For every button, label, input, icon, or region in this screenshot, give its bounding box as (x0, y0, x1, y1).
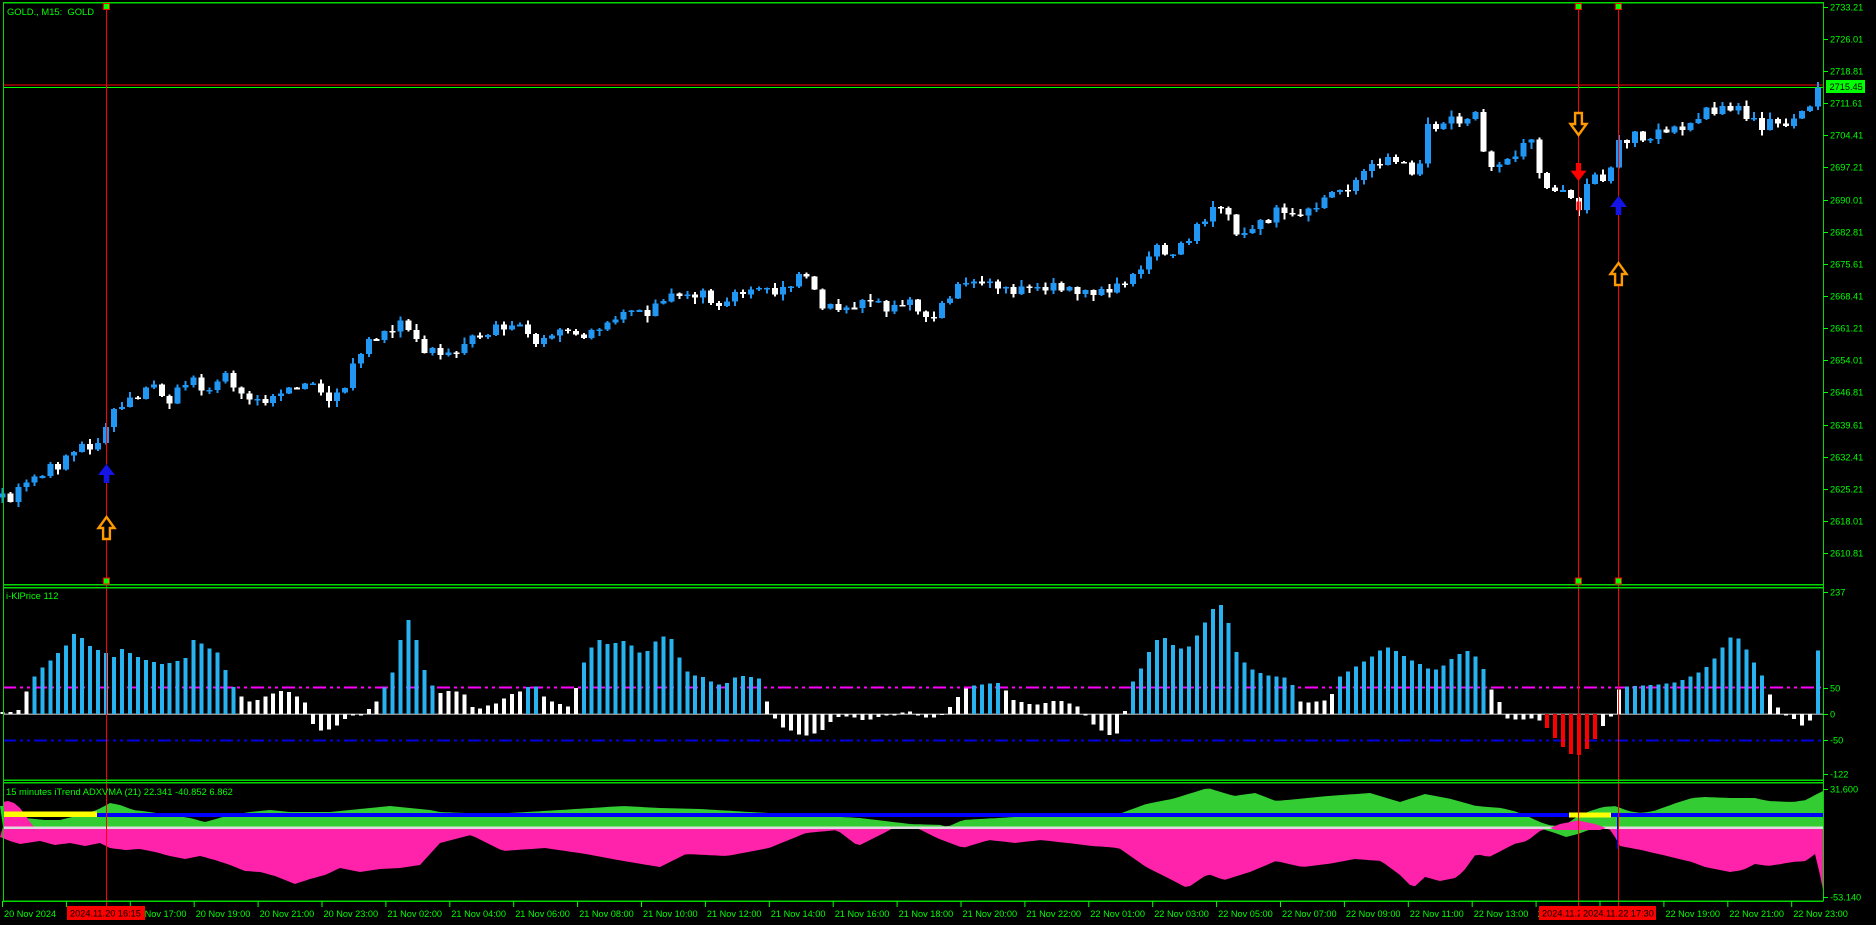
svg-text:2715.45: 2715.45 (1830, 82, 1863, 92)
svg-text:-122: -122 (1830, 770, 1848, 780)
svg-text:2704.41: 2704.41 (1830, 131, 1863, 141)
svg-text:21 Nov 20:00: 21 Nov 20:00 (963, 909, 1018, 919)
svg-text:22 Nov 01:00: 22 Nov 01:00 (1090, 909, 1145, 919)
svg-text:21 Nov 08:00: 21 Nov 08:00 (579, 909, 634, 919)
svg-text:15 minutes iTrend ADXVMA (21): 15 minutes iTrend ADXVMA (21) 22.341 -40… (6, 786, 233, 797)
svg-text:21 Nov 10:00: 21 Nov 10:00 (643, 909, 698, 919)
svg-text:21 Nov 16:00: 21 Nov 16:00 (835, 909, 890, 919)
svg-text:22 Nov 03:00: 22 Nov 03:00 (1154, 909, 1209, 919)
svg-text:20 Nov 2024: 20 Nov 2024 (4, 909, 56, 919)
svg-text:20 Nov 21:00: 20 Nov 21:00 (260, 909, 315, 919)
svg-text:2697.21: 2697.21 (1830, 163, 1863, 173)
svg-text:2690.01: 2690.01 (1830, 196, 1863, 206)
svg-text:21 Nov 22:00: 21 Nov 22:00 (1026, 909, 1081, 919)
svg-text:2024.11.22 15:45: 2024.11.22 15:45 (1542, 909, 1613, 919)
svg-text:2625.21: 2625.21 (1830, 485, 1863, 495)
svg-text:2610.81: 2610.81 (1830, 549, 1863, 559)
svg-text:21 Nov 04:00: 21 Nov 04:00 (451, 909, 506, 919)
svg-text:-50: -50 (1830, 736, 1843, 746)
svg-text:2024.11.20 16:15: 2024.11.20 16:15 (70, 909, 141, 919)
svg-text:22 Nov 23:00: 22 Nov 23:00 (1793, 909, 1848, 919)
svg-text:22 Nov 21:00: 22 Nov 21:00 (1729, 909, 1784, 919)
svg-text:20 Nov 17:00: 20 Nov 17:00 (132, 909, 187, 919)
svg-text:31.600: 31.600 (1830, 785, 1858, 795)
svg-text:2711.61: 2711.61 (1830, 99, 1863, 109)
svg-text:2618.01: 2618.01 (1830, 517, 1863, 527)
svg-text:i-KlPrice 112: i-KlPrice 112 (6, 590, 58, 601)
svg-text:2718.81: 2718.81 (1830, 67, 1863, 77)
svg-text:22 Nov 07:00: 22 Nov 07:00 (1282, 909, 1337, 919)
svg-text:21 Nov 14:00: 21 Nov 14:00 (771, 909, 826, 919)
svg-text:21 Nov 02:00: 21 Nov 02:00 (387, 909, 442, 919)
svg-text:2675.61: 2675.61 (1830, 260, 1863, 270)
svg-text:2726.01: 2726.01 (1830, 35, 1863, 45)
svg-text:21 Nov 06:00: 21 Nov 06:00 (515, 909, 570, 919)
svg-text:237: 237 (1830, 588, 1845, 598)
svg-text:21 Nov 12:00: 21 Nov 12:00 (707, 909, 762, 919)
svg-text:-53.140: -53.140 (1830, 893, 1861, 903)
svg-text:22 Nov 19:00: 22 Nov 19:00 (1665, 909, 1720, 919)
svg-text:22 Nov 11:00: 22 Nov 11:00 (1410, 909, 1464, 919)
svg-text:2682.81: 2682.81 (1830, 228, 1863, 238)
svg-text:20 Nov 23:00: 20 Nov 23:00 (324, 909, 379, 919)
svg-text:21 Nov 18:00: 21 Nov 18:00 (899, 909, 954, 919)
svg-text:20 Nov 19:00: 20 Nov 19:00 (196, 909, 251, 919)
svg-text:2646.81: 2646.81 (1830, 388, 1863, 398)
svg-text:22 Nov 09:00: 22 Nov 09:00 (1346, 909, 1401, 919)
svg-text:0: 0 (1830, 710, 1835, 720)
svg-text:2661.21: 2661.21 (1830, 324, 1863, 334)
svg-text:22 Nov 05:00: 22 Nov 05:00 (1218, 909, 1273, 919)
svg-text:2733.21: 2733.21 (1830, 3, 1863, 13)
svg-text:2639.61: 2639.61 (1830, 421, 1863, 431)
svg-text:2024.11.22 17:30: 2024.11.22 17:30 (1583, 909, 1654, 919)
svg-text:2632.41: 2632.41 (1830, 453, 1863, 463)
svg-text:2668.41: 2668.41 (1830, 292, 1863, 302)
svg-text:2654.01: 2654.01 (1830, 356, 1863, 366)
svg-text:22 Nov 13:00: 22 Nov 13:00 (1474, 909, 1529, 919)
svg-text:50: 50 (1830, 684, 1840, 694)
svg-text:GOLD., M15: GOLD: GOLD., M15: GOLD (7, 6, 94, 17)
